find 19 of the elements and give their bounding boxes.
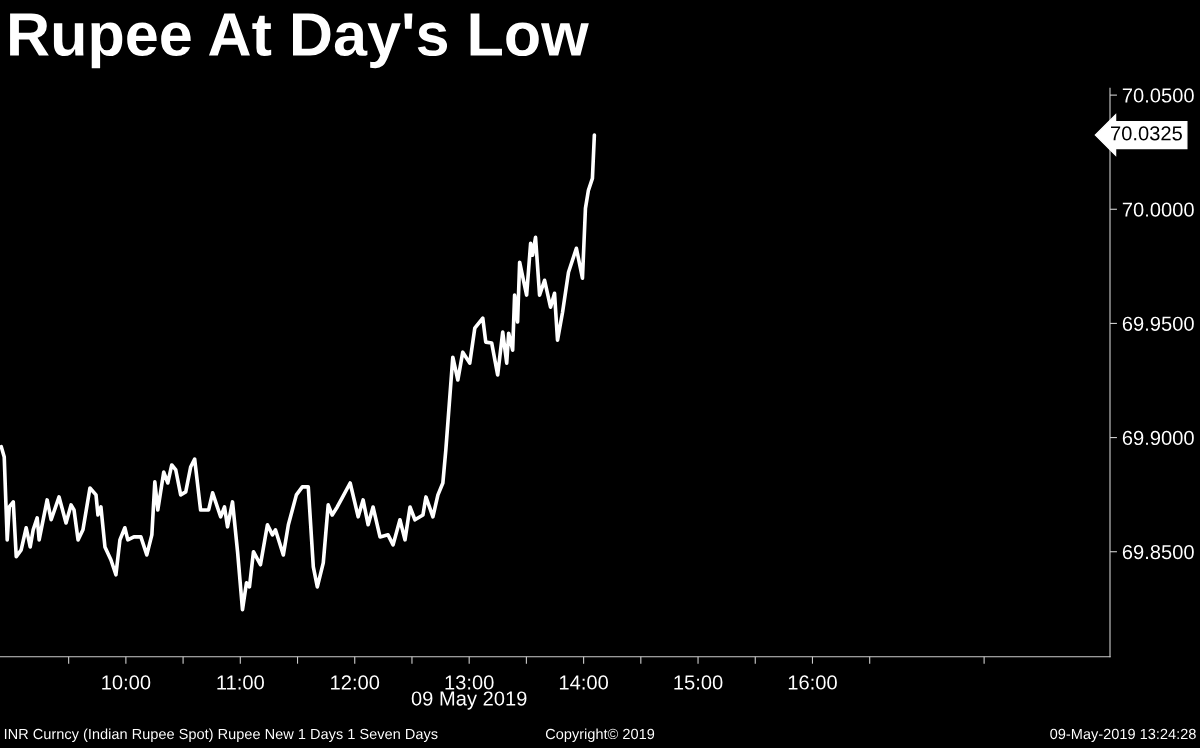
text: INR Curncy (Indian Rupee Spot) Rupee New 1 Days 1 Seven Days bbox=[4, 728, 438, 743]
x-tick-label: 10:00 bbox=[102, 675, 151, 690]
x-tick-label: 15:00 bbox=[674, 675, 723, 690]
x-tick-label: 11:00 bbox=[217, 675, 264, 690]
chart-title: Rupee At Day's Low bbox=[10, 13, 589, 69]
y-tick-label: 70.0000 bbox=[1122, 202, 1194, 217]
y-tick-label: 69.8500 bbox=[1122, 544, 1194, 560]
x-tick-label: 16:00 bbox=[788, 675, 837, 690]
x-tick-label: 13:00 bbox=[445, 675, 494, 690]
y-tick-label: 69.9500 bbox=[1122, 316, 1194, 331]
line-series bbox=[0, 133, 597, 612]
text: 70.0325 bbox=[1111, 126, 1182, 141]
x-tick-label: 14:00 bbox=[559, 675, 609, 690]
y-tick-label: 70.0500 bbox=[1122, 88, 1194, 103]
x-axis-title: 09 May 2019 bbox=[411, 691, 527, 710]
y-tick-label: 69.9000 bbox=[1122, 430, 1194, 446]
x-tick-label: 12:00 bbox=[331, 675, 380, 690]
text: 09-May-2019 13:24:28 bbox=[1050, 728, 1196, 743]
text: Copyright© 2019 bbox=[545, 728, 655, 743]
